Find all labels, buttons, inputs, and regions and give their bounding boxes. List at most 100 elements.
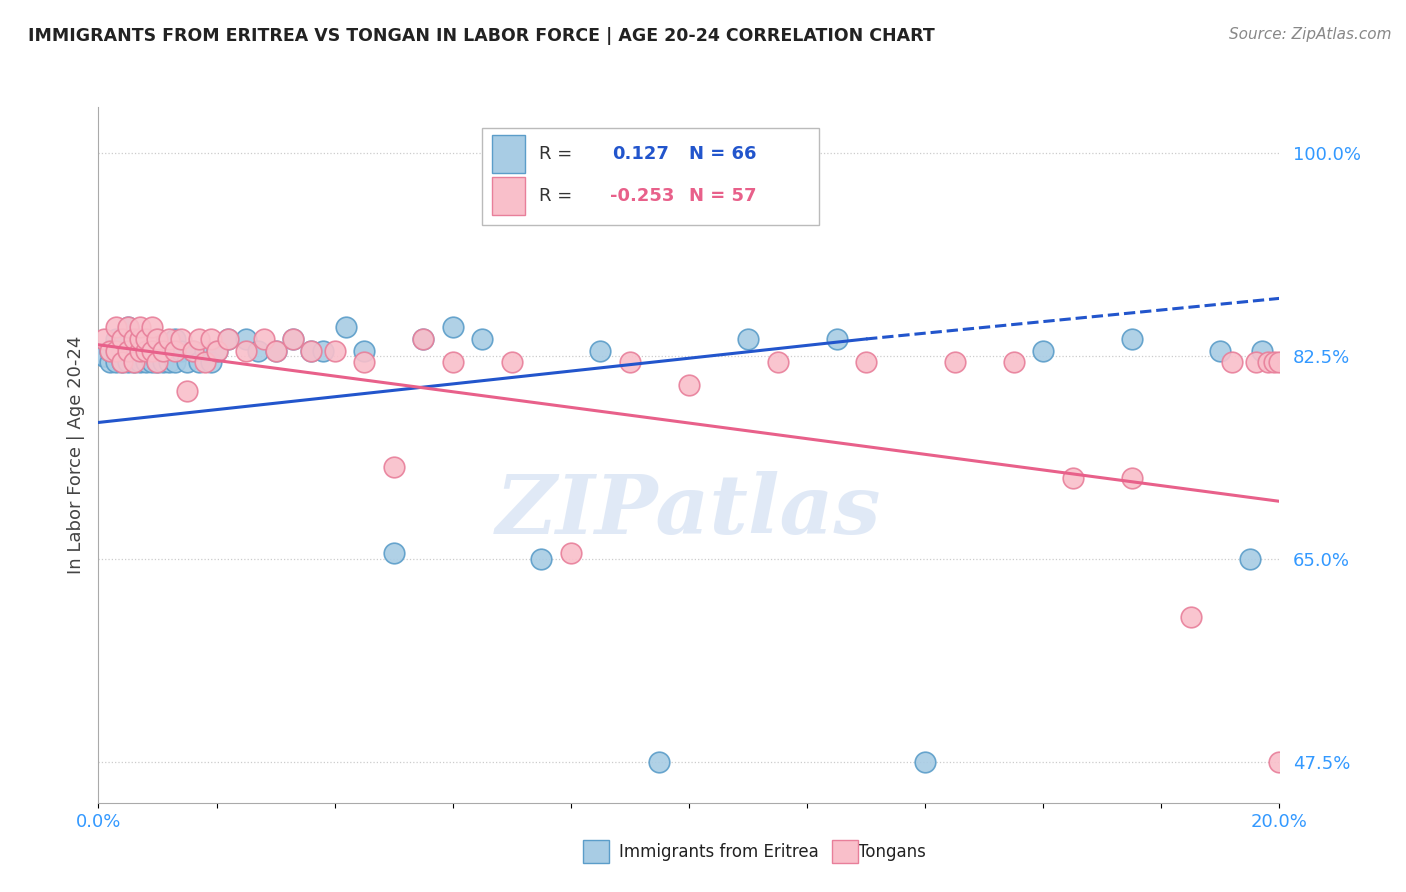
- Point: [205, 343, 228, 358]
- Text: Immigrants from Eritrea: Immigrants from Eritrea: [619, 843, 818, 861]
- Point: [135, 332, 157, 346]
- Point: [181, 343, 204, 358]
- Point: [135, 343, 157, 358]
- Point: [246, 343, 269, 358]
- Point: [737, 332, 759, 346]
- Point: [128, 355, 150, 369]
- Point: [105, 320, 128, 334]
- Point: [157, 355, 180, 369]
- Point: [135, 355, 157, 369]
- Point: [1263, 355, 1285, 369]
- Point: [412, 332, 434, 346]
- Point: [135, 332, 157, 346]
- Point: [111, 332, 134, 346]
- Point: [1062, 471, 1084, 485]
- Point: [619, 355, 641, 369]
- Point: [146, 343, 169, 358]
- Point: [1002, 355, 1025, 369]
- Point: [335, 320, 357, 334]
- Point: [152, 355, 174, 369]
- Point: [299, 343, 322, 358]
- Point: [122, 355, 145, 369]
- Point: [98, 343, 121, 358]
- Point: [117, 343, 139, 358]
- Point: [117, 355, 139, 369]
- Point: [187, 332, 209, 346]
- Point: [194, 343, 217, 358]
- Point: [165, 343, 187, 358]
- Point: [93, 350, 115, 364]
- Point: [117, 320, 139, 334]
- Point: [165, 355, 187, 369]
- Text: -0.253: -0.253: [610, 187, 675, 205]
- Point: [312, 343, 335, 358]
- Point: [589, 343, 612, 358]
- Point: [1121, 471, 1143, 485]
- Point: [471, 332, 494, 346]
- Point: [501, 355, 523, 369]
- Point: [353, 343, 375, 358]
- Point: [152, 343, 174, 358]
- Point: [1268, 355, 1291, 369]
- Point: [105, 355, 128, 369]
- Point: [200, 332, 222, 346]
- Point: [382, 459, 405, 474]
- Point: [678, 378, 700, 392]
- Point: [181, 343, 204, 358]
- Point: [122, 355, 145, 369]
- Point: [235, 332, 257, 346]
- Point: [176, 384, 198, 398]
- Point: [146, 355, 169, 369]
- Point: [1268, 755, 1291, 769]
- Point: [152, 343, 174, 358]
- Point: [1032, 343, 1054, 358]
- Point: [1257, 355, 1279, 369]
- Point: [253, 332, 276, 346]
- Point: [1263, 888, 1285, 892]
- Point: [128, 332, 150, 346]
- Point: [264, 343, 287, 358]
- Point: [855, 355, 877, 369]
- Point: [111, 355, 134, 369]
- Point: [128, 343, 150, 358]
- Point: [323, 343, 346, 358]
- Point: [825, 332, 848, 346]
- Text: ZIPatlas: ZIPatlas: [496, 471, 882, 550]
- Point: [1244, 355, 1267, 369]
- Point: [146, 332, 169, 346]
- Text: IMMIGRANTS FROM ERITREA VS TONGAN IN LABOR FORCE | AGE 20-24 CORRELATION CHART: IMMIGRANTS FROM ERITREA VS TONGAN IN LAB…: [28, 27, 935, 45]
- FancyBboxPatch shape: [492, 177, 524, 215]
- Point: [117, 343, 139, 358]
- Text: Tongans: Tongans: [858, 843, 925, 861]
- Point: [205, 343, 228, 358]
- Y-axis label: In Labor Force | Age 20-24: In Labor Force | Age 20-24: [66, 335, 84, 574]
- Point: [382, 546, 405, 560]
- Point: [441, 355, 464, 369]
- Point: [1180, 610, 1202, 624]
- Point: [1239, 552, 1261, 566]
- Point: [165, 332, 187, 346]
- Point: [105, 343, 128, 358]
- Point: [117, 320, 139, 334]
- Point: [412, 332, 434, 346]
- Point: [235, 343, 257, 358]
- Text: N = 66: N = 66: [689, 145, 756, 163]
- Point: [98, 343, 121, 358]
- Point: [943, 355, 966, 369]
- Text: Source: ZipAtlas.com: Source: ZipAtlas.com: [1229, 27, 1392, 42]
- Point: [441, 320, 464, 334]
- Point: [914, 755, 936, 769]
- Point: [283, 332, 305, 346]
- Point: [648, 755, 671, 769]
- Point: [146, 332, 169, 346]
- Point: [766, 355, 789, 369]
- Point: [353, 355, 375, 369]
- Point: [560, 546, 582, 560]
- Point: [1121, 332, 1143, 346]
- Point: [111, 355, 134, 369]
- Point: [530, 552, 553, 566]
- Text: R =: R =: [538, 145, 572, 163]
- Point: [141, 343, 163, 358]
- FancyBboxPatch shape: [482, 128, 818, 226]
- Point: [217, 332, 239, 346]
